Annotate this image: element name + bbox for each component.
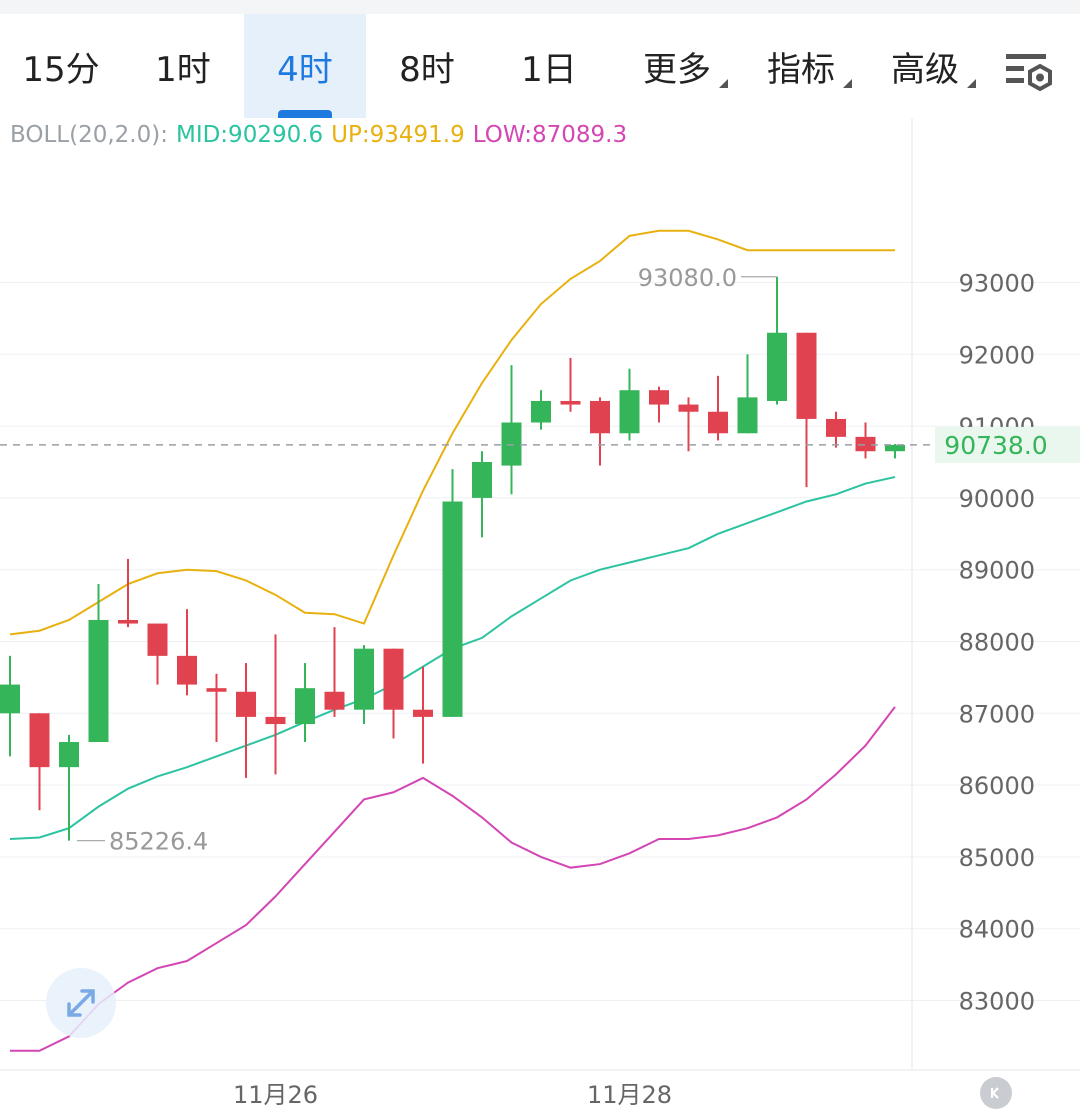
candle-up	[59, 742, 79, 768]
active-tab-indicator	[278, 110, 332, 118]
chart-settings-icon[interactable]	[1000, 44, 1060, 104]
collapse-left-icon[interactable]	[980, 1077, 1012, 1109]
candle-down	[678, 404, 699, 412]
x-tick-label: 11月26	[233, 1081, 318, 1109]
y-tick-label: 93000	[959, 270, 1035, 298]
tab-label: 1时	[155, 49, 211, 90]
tab-label: 4时	[277, 49, 333, 90]
dropdown-triangle-icon	[967, 79, 976, 88]
candle-down	[383, 648, 404, 710]
timeframe-tabbar: 15分 1时 4时 8时 1日 更多 指标 高级	[0, 14, 1080, 118]
candle-down	[118, 619, 138, 624]
dropdown-triangle-icon	[719, 79, 728, 88]
y-tick-label: 87000	[959, 700, 1035, 728]
tab-label: 高级	[891, 49, 959, 90]
tab-label: 15分	[22, 49, 100, 90]
expand-icon[interactable]	[46, 968, 116, 1038]
tab-1h[interactable]: 1时	[122, 14, 244, 118]
candle-down	[649, 390, 669, 405]
candle-up	[885, 444, 905, 452]
candle-down	[708, 411, 728, 434]
candle-down	[413, 709, 433, 717]
y-tick-label: 83000	[959, 988, 1035, 1016]
status-strip	[0, 0, 1080, 14]
tab-8h[interactable]: 8时	[366, 14, 488, 118]
tab-advanced[interactable]: 高级	[874, 14, 976, 118]
candle-down	[324, 691, 345, 710]
candle-up	[354, 648, 374, 710]
tab-label: 1日	[521, 49, 577, 90]
candle-up	[501, 422, 522, 466]
candlestick-chart[interactable]: 83000 84000 85000 86000 87000 88000 89000 90000…	[0, 118, 1080, 1111]
tab-1d[interactable]: 1日	[488, 14, 610, 118]
boll-mid-value: MID:90290.6	[175, 122, 324, 148]
last-price-label: 90738.0	[944, 431, 1047, 460]
tab-label: 指标	[767, 49, 835, 90]
boll-legend: BOLL(20,2.0): MID:90290.6 UP:93491.9 LOW:87…	[10, 122, 635, 148]
boll-low-value: LOW:87089.3	[472, 122, 628, 148]
boll-lower-line	[10, 706, 896, 1052]
tab-15m[interactable]: 15分	[0, 14, 122, 118]
candle-down	[826, 418, 846, 437]
y-tick-label: 86000	[959, 772, 1035, 800]
high-annotation-label: 93080.0	[638, 264, 737, 292]
boll-indicator-name: BOLL(20,2.0):	[10, 122, 168, 148]
candle-up	[0, 684, 20, 714]
candle-up	[619, 390, 640, 434]
last-price-box	[935, 426, 1080, 463]
candle-up	[295, 688, 315, 725]
y-tick-label: 84000	[959, 916, 1035, 944]
candle-down	[206, 688, 227, 692]
candle-up	[767, 332, 787, 401]
low-annotation-label: 85226.4	[109, 828, 208, 856]
y-tick-label: 90000	[959, 485, 1035, 513]
candle-up	[442, 501, 463, 717]
tab-4h[interactable]: 4时	[244, 14, 366, 118]
y-tick-label: 92000	[959, 341, 1035, 369]
candle-down	[177, 655, 197, 685]
x-tick-label: 11月28	[587, 1081, 672, 1109]
tab-label: 8时	[399, 49, 455, 90]
tab-indicators[interactable]: 指标	[750, 14, 852, 118]
tab-label: 更多	[643, 49, 711, 90]
y-tick-label: 88000	[959, 629, 1035, 657]
candle-down	[560, 400, 581, 405]
y-tick-label: 85000	[959, 844, 1035, 872]
candle-down	[265, 716, 286, 725]
candle-down	[590, 400, 610, 434]
candle-up	[472, 462, 492, 498]
candle-down	[796, 332, 817, 419]
dropdown-triangle-icon	[843, 79, 852, 88]
boll-up-value: UP:93491.9	[331, 122, 465, 148]
candle-up	[531, 400, 551, 423]
candle-down	[147, 623, 168, 656]
candle-up	[88, 619, 109, 743]
candle-down	[29, 713, 50, 768]
candle-down	[236, 691, 256, 717]
y-tick-label: 89000	[959, 557, 1035, 585]
candle-up	[737, 397, 758, 434]
candle-down	[855, 436, 876, 452]
tab-more[interactable]: 更多	[626, 14, 728, 118]
boll-upper-line	[9, 229, 895, 636]
